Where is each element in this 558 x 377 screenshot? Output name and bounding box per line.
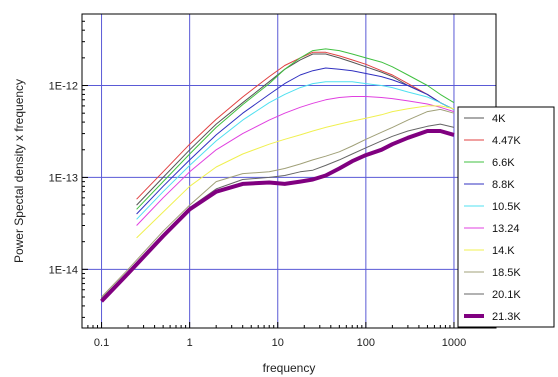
legend-label: 18.5K (492, 267, 521, 279)
legend-label: 20.1K (492, 289, 521, 301)
x-tick-label: 10 (272, 337, 284, 349)
legend: 4K 4.47K 6.6K 8.8K 10.5K 13.24 14.K 18.5K 20.1K 2… (457, 106, 555, 328)
legend-label: 14.K (492, 245, 515, 257)
y-axis-title: Power Spectal density x frequency (12, 79, 26, 263)
legend-label: 21.3K (492, 311, 521, 323)
legend-box (457, 106, 555, 328)
legend-label: 8.8K (492, 179, 515, 191)
x-tick-label: 0.1 (94, 337, 109, 349)
series-layer (100, 48, 455, 303)
series-line (100, 129, 455, 303)
x-tick-label: 1 (187, 337, 193, 349)
legend-label: 13.24 (492, 223, 520, 235)
series-line (136, 67, 455, 215)
legend-label: 4.47K (492, 135, 521, 147)
y-tick-label: 1E-12 (49, 81, 78, 93)
legend-label: 10.5K (492, 201, 521, 213)
series-line (136, 105, 455, 239)
x-axis: 0.1 1 10 100 1000 (81, 322, 497, 349)
x-tick-label: 1000 (442, 337, 466, 349)
series-line (136, 81, 455, 220)
series-line (101, 108, 455, 298)
legend-label: 4K (492, 113, 506, 125)
x-tick-label: 100 (357, 337, 375, 349)
x-axis-title: frequency (263, 361, 316, 375)
series-line (136, 51, 455, 200)
y-tick-label: 1E-14 (49, 264, 78, 276)
legend-label: 6.6K (492, 157, 515, 169)
y-tick-label: 1E-13 (49, 172, 78, 184)
y-axis: 1E-14 1E-13 1E-12 (49, 13, 88, 318)
series-line (136, 48, 455, 210)
series-line (136, 96, 455, 226)
